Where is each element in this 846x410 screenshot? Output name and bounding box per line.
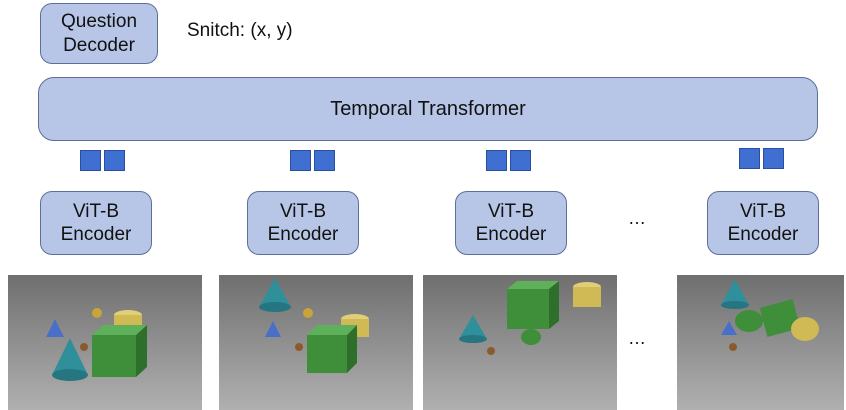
vit-encoder-4: ViT-B Encoder (707, 191, 819, 255)
token (314, 150, 335, 171)
encoder-label-line1: ViT-B (72, 200, 120, 222)
encoder-label-line1: ViT-B (279, 200, 327, 222)
token (486, 150, 507, 171)
video-frame-2 (219, 275, 413, 410)
video-frame-3 (423, 275, 617, 410)
question-decoder-label-line1: Question (60, 11, 138, 33)
video-frame-4 (677, 275, 844, 410)
token (104, 150, 125, 171)
encoder-label-line2: Encoder (727, 224, 799, 245)
question-decoder-box: Question Decoder (40, 3, 158, 64)
question-decoder-label-line2: Decoder (63, 34, 135, 56)
encoder-label-line1: ViT-B (487, 200, 535, 222)
encoder-label-line1: ViT-B (739, 200, 787, 222)
temporal-transformer-box: Temporal Transformer (38, 77, 818, 141)
token (80, 150, 101, 171)
vit-encoder-2: ViT-B Encoder (247, 191, 359, 255)
encoder-label-line2: Encoder (267, 224, 339, 245)
token (739, 148, 760, 169)
snitch-label: Snitch: (x, y) (187, 20, 293, 41)
encoder-label-line2: Encoder (475, 224, 547, 245)
ellipsis: … (628, 328, 647, 348)
ellipsis: … (628, 208, 647, 228)
vit-encoder-3: ViT-B Encoder (455, 191, 567, 255)
encoder-label-line2: Encoder (60, 224, 132, 245)
token (763, 148, 784, 169)
temporal-transformer-label: Temporal Transformer (330, 97, 526, 120)
video-frame-1 (8, 275, 202, 410)
token (510, 150, 531, 171)
vit-encoder-1: ViT-B Encoder (40, 191, 152, 255)
token (290, 150, 311, 171)
